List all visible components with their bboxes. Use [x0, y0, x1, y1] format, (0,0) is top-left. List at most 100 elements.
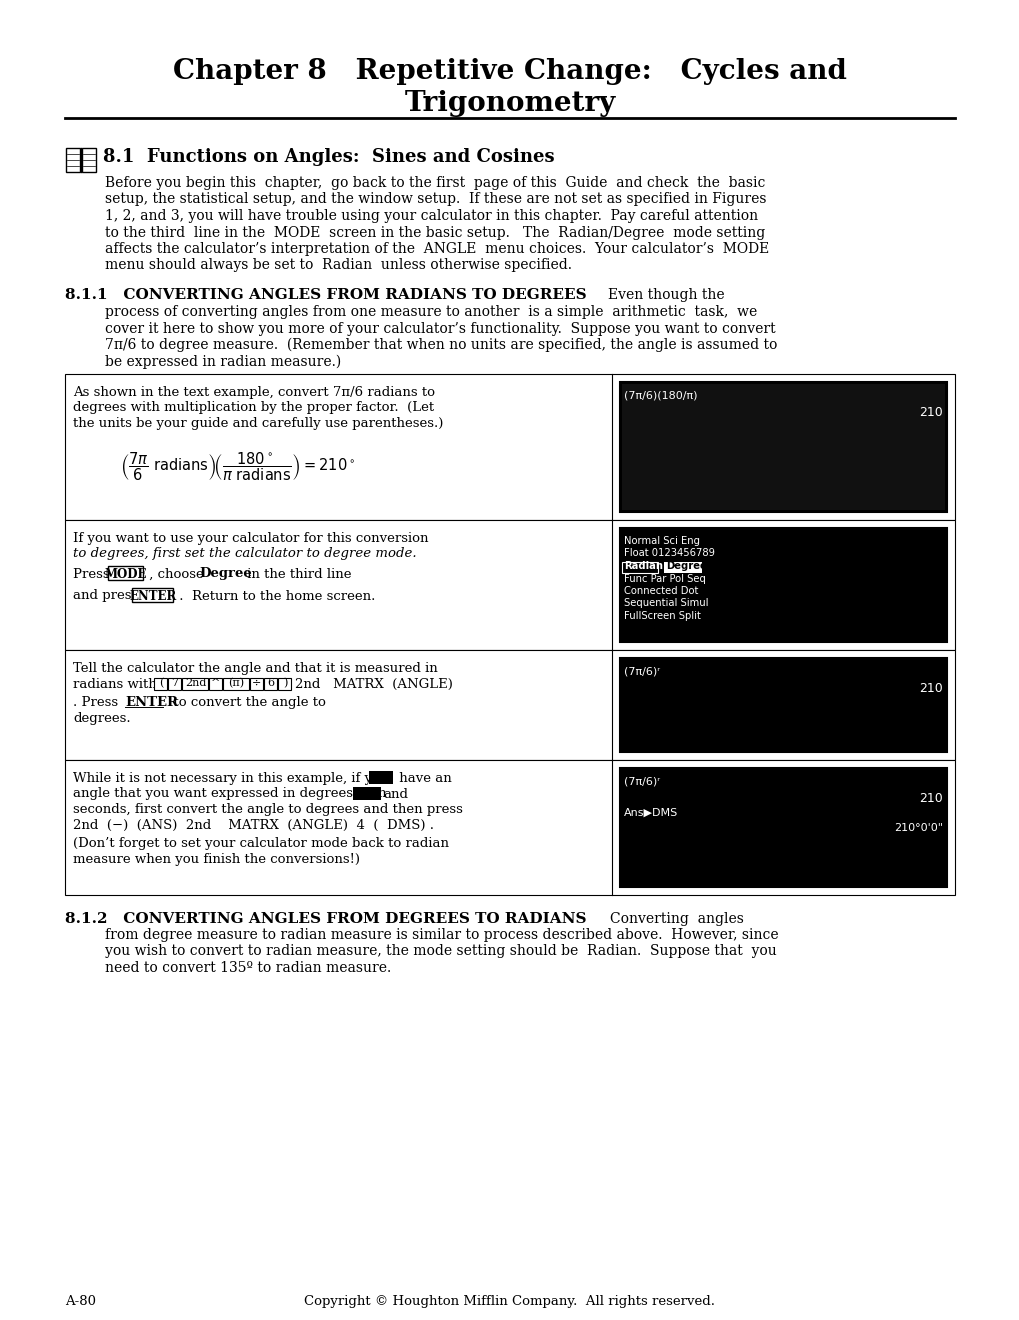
- Text: menu should always be set to  Radian  unless otherwise specified.: menu should always be set to Radian unle…: [105, 259, 572, 272]
- Text: (7π/6)ʳ: (7π/6)ʳ: [624, 667, 659, 676]
- Text: Connected Dot: Connected Dot: [624, 586, 698, 597]
- Text: Chapter 8   Repetitive Change:   Cycles and: Chapter 8 Repetitive Change: Cycles and: [173, 58, 846, 84]
- Bar: [353, 787, 381, 800]
- Text: (: (: [159, 678, 163, 688]
- Text: measure when you finish the conversions!): measure when you finish the conversions!…: [73, 853, 360, 866]
- Text: $\left(\dfrac{7\pi}{6}\ \mathrm{radians}\right)\!\left(\dfrac{180^\circ}{\pi\ \m: $\left(\dfrac{7\pi}{6}\ \mathrm{radians}…: [120, 450, 355, 483]
- Bar: [65, 760, 954, 895]
- Text: 2nd   MATRX  (ANGLE): 2nd MATRX (ANGLE): [294, 678, 452, 690]
- FancyBboxPatch shape: [223, 677, 250, 689]
- Bar: [622, 562, 657, 573]
- Bar: [622, 384, 944, 510]
- Text: degrees.: degrees.: [73, 711, 130, 725]
- Text: Degree: Degree: [665, 561, 706, 572]
- Text: Press: Press: [73, 568, 114, 581]
- Bar: [65, 374, 954, 520]
- Text: be expressed in radian measure.): be expressed in radian measure.): [105, 355, 341, 368]
- Bar: [620, 657, 946, 752]
- Text: ^: ^: [211, 678, 220, 688]
- Text: affects the calculator’s interpretation of the  ANGLE  menu choices.  Your calcu: affects the calculator’s interpretation …: [105, 242, 768, 256]
- Text: Trigonometry: Trigonometry: [404, 90, 615, 117]
- Text: Normal Sci Eng: Normal Sci Eng: [624, 536, 699, 546]
- Bar: [369, 771, 392, 784]
- Text: 210: 210: [918, 682, 943, 696]
- Text: 6: 6: [267, 678, 274, 688]
- Text: ): ): [282, 678, 287, 688]
- Text: 8.1  Functions on Angles:  Sines and Cosines: 8.1 Functions on Angles: Sines and Cosin…: [103, 148, 554, 166]
- Text: need to convert 135º to radian measure.: need to convert 135º to radian measure.: [105, 961, 391, 975]
- Text: Float 0123456789: Float 0123456789: [624, 549, 714, 558]
- Bar: [620, 768, 946, 887]
- Bar: [82, 148, 96, 172]
- Text: (Don’t forget to set your calculator mode back to radian: (Don’t forget to set your calculator mod…: [73, 837, 448, 850]
- Text: and: and: [382, 788, 408, 800]
- Text: While it is not necessary in this example, if y: While it is not necessary in this exampl…: [73, 772, 372, 785]
- Text: Even though the: Even though the: [607, 288, 723, 302]
- Text: to degrees, first set the calculator to degree mode.: to degrees, first set the calculator to …: [73, 548, 416, 561]
- Text: 8.1.2   CONVERTING ANGLES FROM DEGREES TO RADIANS: 8.1.2 CONVERTING ANGLES FROM DEGREES TO …: [65, 912, 586, 927]
- Text: in the third line: in the third line: [243, 568, 352, 581]
- FancyBboxPatch shape: [132, 587, 173, 602]
- Text: (7π/6)(180/π): (7π/6)(180/π): [624, 389, 697, 400]
- Text: If you want to use your calculator for this conversion: If you want to use your calculator for t…: [73, 532, 428, 545]
- FancyBboxPatch shape: [168, 677, 181, 689]
- Text: the units be your guide and carefully use parentheses.): the units be your guide and carefully us…: [73, 417, 443, 430]
- Text: have an: have an: [394, 772, 451, 785]
- FancyBboxPatch shape: [154, 677, 167, 689]
- Text: 8.1.1   CONVERTING ANGLES FROM RADIANS TO DEGREES: 8.1.1 CONVERTING ANGLES FROM RADIANS TO …: [65, 288, 586, 302]
- Text: Ans▶DMS: Ans▶DMS: [624, 808, 678, 818]
- FancyBboxPatch shape: [108, 566, 144, 579]
- Text: .  Return to the home screen.: . Return to the home screen.: [175, 590, 375, 602]
- Text: Before you begin this  chapter,  go back to the first  page of this  Guide  and : Before you begin this chapter, go back t…: [105, 176, 764, 190]
- Text: seconds, first convert the angle to degrees and then press: seconds, first convert the angle to degr…: [73, 803, 463, 816]
- Text: angle that you want expressed in degrees, min: angle that you want expressed in degrees…: [73, 788, 386, 800]
- Text: ENTER: ENTER: [129, 590, 176, 602]
- Text: and press: and press: [73, 590, 143, 602]
- Text: to the third  line in the  MODE  screen in the basic setup.   The  Radian/Degree: to the third line in the MODE screen in …: [105, 226, 764, 239]
- Bar: [620, 528, 946, 642]
- Text: (7π/6)ʳ: (7π/6)ʳ: [624, 776, 659, 785]
- Text: 210°0'0": 210°0'0": [893, 822, 943, 833]
- Text: Sequential Simul: Sequential Simul: [624, 598, 708, 609]
- Text: 2nd: 2nd: [184, 678, 206, 688]
- Text: Radian: Radian: [624, 561, 662, 572]
- Bar: [66, 148, 79, 172]
- Text: FullScreen Split: FullScreen Split: [624, 611, 700, 620]
- Text: radians with: radians with: [73, 678, 157, 690]
- Text: A-80: A-80: [65, 1295, 96, 1308]
- Text: Copyright © Houghton Mifflin Company.  All rights reserved.: Copyright © Houghton Mifflin Company. Al…: [305, 1295, 714, 1308]
- Text: 1, 2, and 3, you will have trouble using your calculator in this chapter.  Pay c: 1, 2, and 3, you will have trouble using…: [105, 209, 757, 223]
- Text: process of converting angles from one measure to another  is a simple  arithmeti: process of converting angles from one me…: [105, 305, 756, 319]
- Text: 7: 7: [171, 678, 178, 688]
- FancyBboxPatch shape: [182, 677, 208, 689]
- Text: Func Par Pol Seq: Func Par Pol Seq: [624, 573, 705, 583]
- Text: . Press: . Press: [73, 696, 122, 709]
- Text: Tell the calculator the angle and that it is measured in: Tell the calculator the angle and that i…: [73, 663, 437, 675]
- FancyBboxPatch shape: [251, 677, 263, 689]
- FancyBboxPatch shape: [278, 677, 291, 689]
- Text: to convert the angle to: to convert the angle to: [165, 696, 325, 709]
- Text: Converting  angles: Converting angles: [609, 912, 743, 927]
- Text: cover it here to show you more of your calculator’s functionality.  Suppose you : cover it here to show you more of your c…: [105, 322, 774, 335]
- Text: MODE: MODE: [105, 568, 147, 581]
- Text: you wish to convert to radian measure, the mode setting should be  Radian.  Supp: you wish to convert to radian measure, t…: [105, 945, 776, 958]
- Text: (π): (π): [228, 678, 245, 688]
- Text: , choose: , choose: [145, 568, 208, 581]
- Text: setup, the statistical setup, and the window setup.  If these are not set as spe: setup, the statistical setup, and the wi…: [105, 193, 765, 206]
- Bar: [65, 649, 954, 760]
- Bar: [663, 562, 701, 573]
- FancyBboxPatch shape: [264, 677, 277, 689]
- FancyBboxPatch shape: [209, 677, 222, 689]
- Text: Degree: Degree: [199, 568, 252, 581]
- Text: from degree measure to radian measure is similar to process described above.  Ho: from degree measure to radian measure is…: [105, 928, 777, 942]
- Text: 210: 210: [918, 792, 943, 805]
- Text: ÷: ÷: [252, 678, 262, 688]
- Text: 2nd  (−)  (ANS)  2nd    MATRX  (ANGLE)  4  (  DMS) .: 2nd (−) (ANS) 2nd MATRX (ANGLE) 4 ( DMS)…: [73, 818, 433, 832]
- Bar: [620, 381, 946, 512]
- Text: degrees with multiplication by the proper factor.  (Let: degrees with multiplication by the prope…: [73, 401, 434, 414]
- Text: 7π/6 to degree measure.  (Remember that when no units are specified, the angle i: 7π/6 to degree measure. (Remember that w…: [105, 338, 776, 352]
- Text: ENTER: ENTER: [125, 696, 178, 709]
- Text: As shown in the text example, convert 7π/6 radians to: As shown in the text example, convert 7π…: [73, 385, 434, 399]
- Bar: [65, 520, 954, 649]
- Text: 210: 210: [918, 407, 943, 418]
